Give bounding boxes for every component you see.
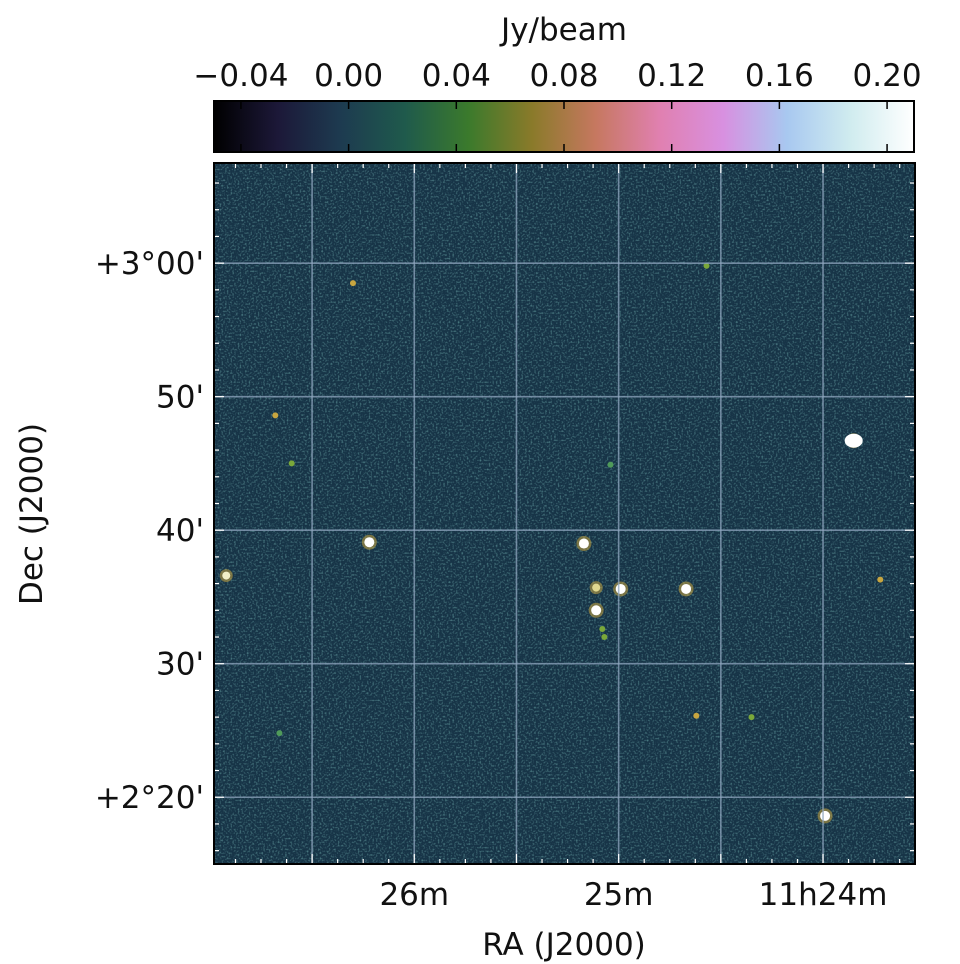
colorbar-tick-label: 0.20 (853, 58, 922, 94)
x-tick-label: 26m (379, 877, 449, 913)
radio-source (601, 634, 608, 641)
map-panel (213, 162, 916, 865)
colorbar-tick-label: 0.04 (422, 58, 491, 94)
coordinate-grid (214, 163, 915, 864)
radio-source (820, 810, 831, 821)
colorbar: Jy/beam −0.04 0.00 0.04 0.08 0.12 0.16 0.20 (193, 12, 922, 153)
colorbar-tick-label: 0.00 (314, 58, 383, 94)
radio-source (578, 538, 589, 549)
x-tick-label: 11h24m (759, 877, 888, 913)
radio-source (693, 712, 700, 719)
colorbar-tick-label: 0.16 (745, 58, 814, 94)
radio-source (592, 583, 601, 592)
x-tick-label: 25m (584, 877, 654, 913)
colorbar-tick-label: −0.04 (193, 58, 288, 94)
radio-source (748, 714, 755, 721)
radio-source (681, 583, 692, 594)
radio-source (844, 433, 863, 448)
x-axis-label: RA (J2000) (482, 927, 646, 963)
radio-source (591, 605, 602, 616)
y-axis-label: Dec (J2000) (14, 423, 50, 605)
radio-source (276, 730, 283, 737)
y-tick-label: 30' (156, 647, 204, 683)
radio-source (222, 571, 231, 580)
radio-source (607, 461, 614, 468)
colorbar-gradient (213, 100, 915, 153)
colorbar-tick-label: 0.12 (637, 58, 706, 94)
radio-source (288, 460, 295, 467)
radio-source (364, 537, 375, 548)
radio-source (349, 280, 356, 287)
radio-source (272, 412, 279, 419)
radio-source (703, 262, 710, 269)
radio-source (615, 583, 626, 594)
y-tick-label: +2°20' (95, 780, 204, 816)
source-layer (219, 262, 884, 824)
radio-source (877, 576, 884, 583)
y-tick-label: 50' (156, 380, 204, 416)
map-frame (213, 162, 916, 865)
map-noise (214, 163, 915, 864)
colorbar-tick-label: 0.08 (529, 58, 598, 94)
radio-source (599, 625, 606, 632)
colorbar-label: Jy/beam (499, 12, 627, 48)
y-tick-label: +3°00' (95, 246, 204, 282)
y-tick-label: 40' (156, 513, 204, 549)
